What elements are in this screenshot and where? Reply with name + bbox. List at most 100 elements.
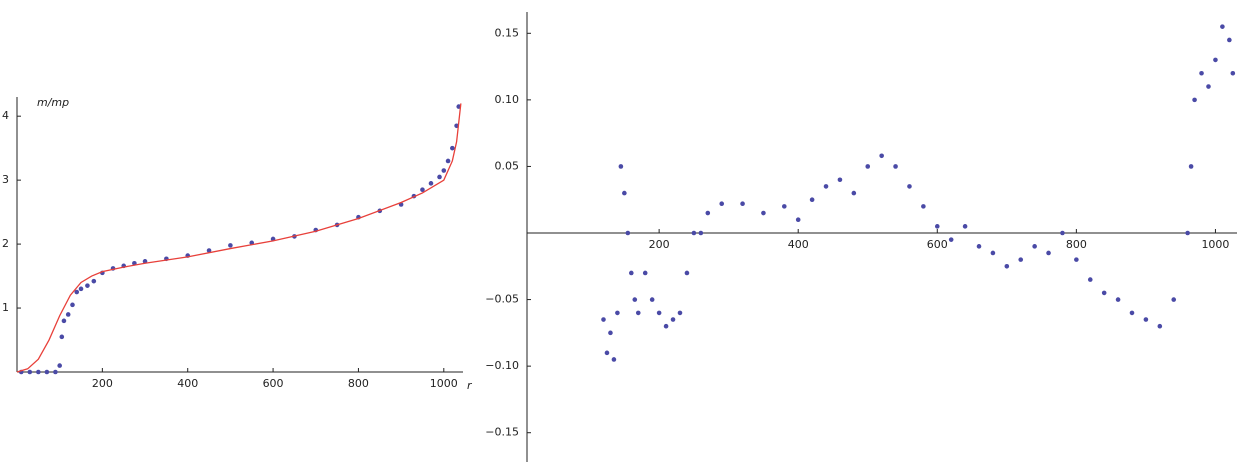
x-tick-label: 600 [927,238,948,251]
data-point [1018,257,1024,262]
data-point [450,145,455,151]
data-point [740,201,745,207]
data-point [1185,230,1190,236]
data-point [44,369,50,375]
fit-line [16,103,462,373]
data-point [649,297,655,302]
y-tick-label: −0.10 [485,359,519,372]
x-tick-label: 200 [92,377,113,390]
y-tick-label: 3 [2,173,9,186]
data-point [761,210,766,216]
y-tick-label: 0.10 [495,93,520,106]
y-tick-label: 2 [2,237,9,250]
data-point [228,243,233,248]
y-axis-label: m/mp [37,96,69,109]
data-point [53,369,58,375]
data-point [615,310,620,316]
data-point [990,250,996,256]
x-tick-label: 800 [1066,238,1087,251]
data-point [656,310,662,316]
data-point [74,289,80,295]
data-point [1188,164,1194,169]
data-point [642,270,648,276]
data-point [1032,244,1037,249]
x-tick-label: 600 [263,377,284,390]
data-point [677,310,683,316]
data-point [691,230,697,236]
y-tick-label: 4 [2,109,9,122]
data-point [1087,277,1093,282]
data-point [420,187,425,193]
data-point [1101,290,1107,296]
x-tick-label: 1000 [430,377,458,390]
data-point [27,369,33,375]
y-tick-label: 0.05 [495,159,520,172]
data-point [684,270,690,276]
data-point [604,350,610,356]
data-point [879,153,884,159]
data-point [670,317,676,322]
data-point [1046,250,1051,256]
data-point [36,369,41,375]
data-point [893,164,898,169]
data-point [1004,263,1010,269]
data-point [1157,323,1163,329]
data-point [85,283,90,288]
data-point [698,230,704,236]
x-axis-label: r [467,379,473,392]
data-point [91,278,97,284]
data-point [70,302,75,308]
data-point [851,190,857,196]
data-point [59,334,65,340]
data-point [1206,84,1211,89]
data-point [907,184,912,189]
data-point [921,204,926,209]
data-point [1213,57,1218,63]
data-point [1171,297,1177,302]
data-point [1129,310,1135,316]
data-point [865,164,871,169]
data-point [61,318,67,324]
y-tick-label: 0.15 [495,26,520,39]
data-point [57,363,62,368]
y-tick-label: 1 [2,301,9,314]
x-tick-label: 800 [348,377,369,390]
data-point [781,204,787,209]
data-point [837,177,843,183]
x-tick-label: 1000 [1201,238,1229,251]
data-point [962,224,968,229]
data-point [618,164,624,169]
data-point [635,310,641,316]
data-point [445,158,451,164]
x-tick-label: 400 [788,238,809,251]
data-point [1199,70,1204,76]
data-point [629,270,634,276]
data-point [78,286,84,292]
data-point [625,230,631,236]
data-point [1143,317,1149,322]
data-point [437,174,442,180]
data-point [206,248,212,253]
data-point [608,330,613,336]
data-point [1220,24,1225,29]
data-point [795,217,801,222]
data-point [823,184,829,189]
data-point [611,357,617,362]
data-point [705,210,711,216]
data-point [1074,257,1079,262]
y-tick-label: −0.15 [485,426,519,439]
data-point [809,197,815,203]
data-point [948,237,954,242]
data-point [1115,297,1121,302]
x-tick-label: 400 [177,377,198,390]
data-point [632,297,638,302]
data-point [1227,37,1232,43]
y-tick-label: −0.05 [485,293,519,306]
data-point [663,323,669,329]
x-tick-label: 200 [649,238,670,251]
data-point [65,312,71,317]
data-point [934,224,940,229]
data-point [601,317,606,322]
data-point [976,244,982,249]
